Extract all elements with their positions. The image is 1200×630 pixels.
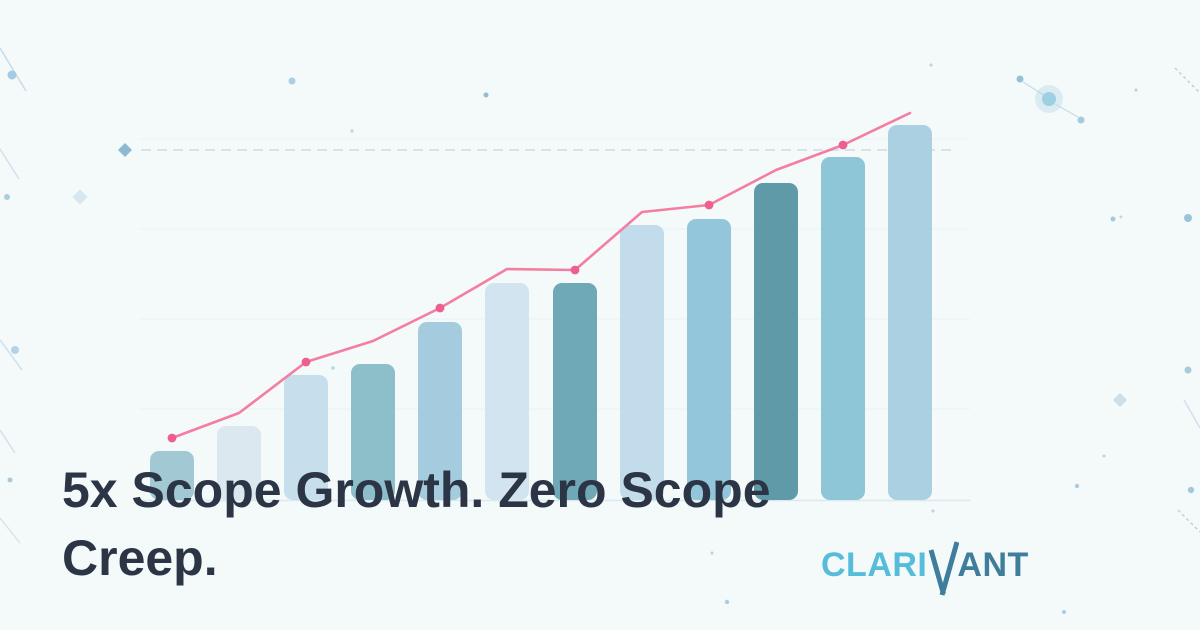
bar-12 <box>888 125 932 500</box>
bar-11 <box>821 157 865 500</box>
decor-dot <box>11 346 19 354</box>
data-point-marker <box>435 303 445 313</box>
decor-line <box>0 339 23 371</box>
decor-dot <box>931 509 935 513</box>
title-line-1: 5x Scope Growth. Zero Scope <box>62 462 771 518</box>
decor-line <box>1183 399 1200 429</box>
decor-dot <box>1077 116 1085 124</box>
decor-dot <box>1134 88 1138 92</box>
decor-diamond <box>72 189 88 205</box>
decor-dot <box>1119 215 1123 219</box>
logo-text-ant: ANT <box>957 546 1029 584</box>
bar-3 <box>284 375 328 500</box>
decor-line <box>0 47 27 92</box>
decor-dot <box>483 92 489 98</box>
decor-dot <box>1184 214 1192 222</box>
title-line-2: Creep. <box>62 530 218 586</box>
decor-dashed-line <box>1177 509 1200 533</box>
clarivant-logo: CLARI ANT <box>821 540 1029 596</box>
decor-dot <box>1110 216 1116 222</box>
decor-dot <box>1016 75 1024 83</box>
decor-line <box>0 429 16 454</box>
decor-dot <box>350 129 354 133</box>
bar-9 <box>687 219 731 500</box>
data-point-marker <box>838 140 848 150</box>
bar-10 <box>754 183 798 500</box>
decor-line <box>1054 103 1079 118</box>
decor-dot <box>1042 92 1056 106</box>
logo-v-icon <box>928 541 960 596</box>
decor-line <box>1022 81 1046 97</box>
decor-dot <box>7 70 17 80</box>
bar-7 <box>553 283 597 500</box>
decor-dot <box>724 599 730 605</box>
trend-line <box>170 111 912 440</box>
decor-dot <box>331 366 335 370</box>
target-diamond-marker <box>118 143 132 157</box>
bar-6 <box>485 283 529 500</box>
decor-dot <box>1102 454 1106 458</box>
decor-dot <box>7 477 13 483</box>
decor-dot <box>1074 483 1080 489</box>
bar-1 <box>150 451 194 500</box>
page-title: 5x Scope Growth. Zero Scope Creep. <box>62 456 771 592</box>
decor-dot <box>1184 366 1192 374</box>
logo-text-clari: CLARI <box>821 546 928 584</box>
bar-8 <box>620 225 664 500</box>
data-point-marker <box>704 200 714 210</box>
data-point-marker <box>570 265 580 275</box>
data-point-marker <box>301 357 311 367</box>
decor-dot <box>1187 486 1195 494</box>
decor-dot <box>710 551 714 555</box>
data-point-marker <box>167 433 177 443</box>
decor-dot <box>4 194 10 200</box>
decor-line <box>0 517 21 544</box>
decor-line <box>0 148 20 180</box>
bar-4 <box>351 364 395 500</box>
bar-2 <box>217 426 261 500</box>
decor-dot <box>1062 610 1066 614</box>
bar-5 <box>418 322 462 500</box>
decor-diamond <box>1113 393 1127 407</box>
decor-dot <box>288 77 296 85</box>
decor-dot <box>929 63 933 67</box>
